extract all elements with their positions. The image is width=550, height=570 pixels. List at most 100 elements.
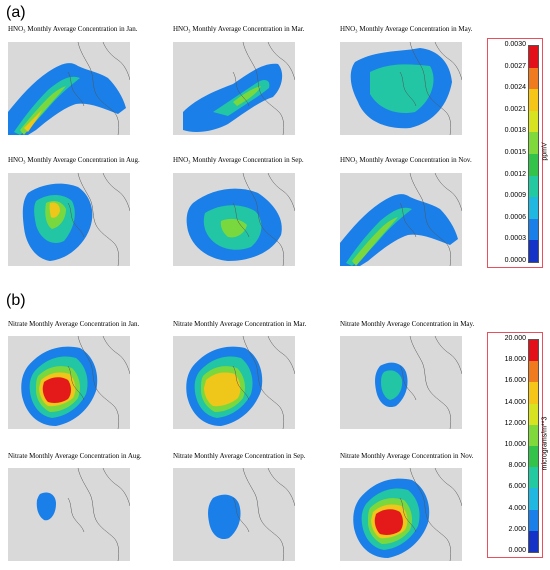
concentration-contour (36, 492, 56, 521)
concentration-contour (24, 110, 42, 132)
map-hno3-jan (8, 42, 130, 135)
map-title: Nitrate Monthly Average Concentration in… (340, 320, 475, 328)
map-hno3-nov (340, 173, 462, 266)
map-title: HNO₃ Monthly Average Concentration in Ma… (340, 25, 473, 33)
colorbar-tick-label: 0.0012 (504, 170, 526, 178)
coastline (399, 468, 462, 561)
map-svg (340, 173, 462, 266)
panel-label-b: (b) (6, 292, 26, 309)
map-hno3-mar (173, 42, 295, 135)
colorbar-tick-label: 0.0027 (504, 62, 526, 70)
coastline (67, 42, 130, 135)
colorbar-tick-label: 8.000 (508, 462, 526, 470)
colorbar-segment (529, 218, 538, 241)
coastline (399, 336, 462, 429)
map-nitrate-nov (340, 468, 462, 561)
colorbar-segment (529, 340, 538, 362)
colorbar-segment (529, 446, 538, 468)
map-hno3-sep (173, 173, 295, 266)
map-title: Nitrate Monthly Average Concentration in… (173, 452, 306, 460)
map-svg (8, 42, 130, 135)
colorbar-tick-label: 20.000 (504, 335, 526, 342)
concentration-contour (374, 509, 403, 535)
colorbar-segment (529, 175, 538, 198)
colorbar-unit-label: micrograms/m**3 (541, 416, 549, 471)
map-hno3-aug (8, 173, 130, 266)
colorbar-tick-label: 0.0021 (504, 105, 526, 113)
colorbar-segment (529, 197, 538, 219)
map-svg (21, 336, 130, 429)
map-svg (183, 42, 295, 135)
coastline (67, 173, 130, 266)
map-svg (186, 173, 295, 266)
map-svg (350, 42, 462, 135)
colorbar-a: 0.0030 0.0027 0.0024 0.0021 0.0018 0.0015 0.00… (487, 38, 549, 268)
coastline (232, 468, 295, 561)
coastline (399, 42, 462, 135)
coastline (67, 468, 130, 561)
colorbar-tick-label: 4.000 (508, 504, 526, 512)
coastline (232, 42, 295, 135)
map-svg (353, 468, 462, 561)
colorbar-segment (529, 361, 538, 383)
colorbar-tick-label: 0.0030 (504, 41, 526, 48)
colorbar-tick-label: 0.0015 (504, 149, 526, 156)
map-title: Nitrate Monthly Average Concentration in… (173, 320, 307, 328)
concentration-contour (49, 202, 60, 218)
map-title: HNO₃ Monthly Average Concentration in Au… (8, 156, 140, 164)
concentration-contour (204, 372, 241, 407)
map-nitrate-aug (8, 468, 130, 561)
concentration-contour (183, 63, 283, 132)
concentration-contour (381, 370, 403, 400)
panel-label-a: (a) (6, 4, 26, 21)
colorbar-strip (528, 339, 539, 553)
colorbar-segment (529, 154, 538, 176)
colorbar-tick-label: 14.000 (504, 398, 526, 406)
map-title: HNO₃ Monthly Average Concentration in Se… (173, 156, 304, 164)
concentration-contour (233, 86, 261, 106)
colorbar-segment (529, 530, 538, 552)
map-title: Nitrate Monthly Average Concentration in… (340, 452, 474, 460)
colorbar-tick-label: 0.0006 (504, 213, 526, 221)
colorbar-segment (529, 46, 538, 68)
colorbar-segment (529, 424, 538, 446)
concentration-contour (370, 64, 434, 114)
colorbar-tick-label: 0.0018 (504, 127, 526, 135)
colorbar-segment (529, 67, 538, 90)
colorbar-tick-label: 10.000 (504, 441, 526, 448)
concentration-contour (352, 217, 398, 266)
concentration-contour (220, 218, 247, 238)
coastline (232, 336, 295, 429)
coastline (232, 173, 295, 266)
colorbar-segment (529, 132, 538, 154)
map-title: Nitrate Monthly Average Concentration in… (8, 320, 140, 328)
colorbar-tick-label: 0.0000 (504, 257, 526, 264)
colorbar-segment (529, 467, 538, 489)
colorbar-tick-label: 18.000 (504, 356, 526, 364)
map-svg (208, 468, 295, 561)
colorbar-tick-label: 16.000 (504, 377, 526, 385)
colorbar-segment (529, 509, 538, 531)
coastline (67, 336, 130, 429)
colorbar-segment (529, 403, 538, 425)
map-title: HNO₃ Monthly Average Concentration in Ma… (173, 25, 305, 33)
map-title: HNO₃ Monthly Average Concentration in No… (340, 156, 472, 164)
concentration-contour (208, 494, 241, 540)
coastline (399, 173, 462, 266)
colorbar-tick-label: 2.000 (508, 525, 526, 533)
map-hno3-may (340, 42, 462, 135)
colorbar-b: 20.000 18.000 16.000 14.000 12.000 10.000 8.00… (487, 332, 549, 558)
colorbar-segment (529, 240, 538, 262)
colorbar-tick-label: 0.000 (508, 547, 526, 554)
colorbar-segment (529, 110, 538, 133)
map-title: HNO₃ Monthly Average Concentration in Ja… (8, 25, 138, 33)
map-svg (186, 336, 295, 429)
colorbar-unit-label: ppmV (541, 142, 549, 161)
map-title: Nitrate Monthly Average Concentration in… (8, 452, 142, 460)
colorbar-tick-label: 6.000 (508, 483, 526, 491)
map-nitrate-sep (173, 468, 295, 561)
map-nitrate-may (340, 336, 462, 429)
map-nitrate-jan (8, 336, 130, 429)
colorbar-tick-label: 0.0024 (504, 84, 526, 92)
map-svg (375, 336, 462, 429)
